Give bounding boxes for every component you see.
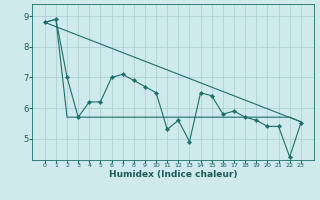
X-axis label: Humidex (Indice chaleur): Humidex (Indice chaleur) xyxy=(108,170,237,179)
